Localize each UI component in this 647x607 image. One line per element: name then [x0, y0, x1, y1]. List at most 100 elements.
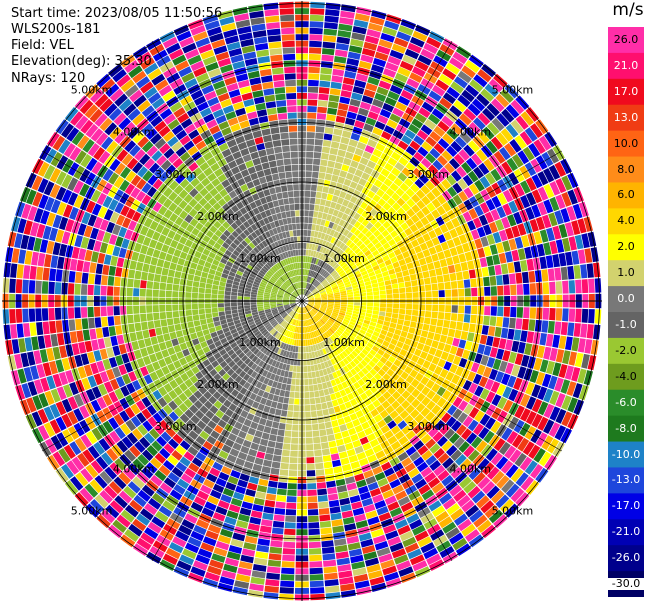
velocity-gate — [169, 262, 177, 271]
velocity-gate — [473, 74, 488, 88]
velocity-gate — [370, 184, 379, 194]
velocity-gate — [244, 293, 251, 297]
velocity-gate — [505, 483, 520, 498]
velocity-gate — [304, 190, 311, 197]
velocity-gate — [567, 397, 578, 413]
velocity-gate — [336, 557, 351, 566]
velocity-gate — [82, 261, 91, 273]
velocity-gate — [365, 35, 380, 45]
velocity-gate — [347, 201, 355, 210]
velocity-gate — [390, 364, 399, 372]
velocity-gate — [68, 319, 76, 332]
velocity-gate — [514, 236, 524, 249]
velocity-gate — [422, 249, 431, 258]
velocity-gate — [456, 424, 467, 436]
velocity-gate — [426, 389, 436, 400]
velocity-gate — [539, 256, 547, 269]
velocity-gate — [404, 129, 416, 140]
velocity-gate — [272, 394, 279, 402]
velocity-gate — [323, 415, 331, 423]
velocity-gate — [373, 306, 380, 311]
velocity-gate — [519, 456, 533, 471]
velocity-gate — [345, 239, 353, 247]
velocity-gate — [338, 314, 345, 319]
velocity-gate — [354, 247, 361, 255]
velocity-gate — [511, 434, 524, 448]
velocity-gate — [327, 337, 334, 344]
velocity-gate — [321, 325, 327, 332]
velocity-gate — [328, 298, 334, 301]
velocity-gate — [275, 408, 282, 416]
velocity-gate — [515, 318, 523, 330]
velocity-gate — [353, 293, 360, 297]
velocity-gate — [331, 313, 338, 318]
velocity-gate — [520, 195, 531, 209]
velocity-gate — [281, 567, 295, 575]
velocity-gate — [421, 195, 431, 206]
velocity-gate — [566, 206, 577, 221]
velocity-gate — [253, 557, 268, 566]
velocity-gate — [218, 285, 225, 291]
velocity-gate — [431, 108, 445, 120]
velocity-gate — [305, 256, 308, 263]
velocity-gate — [454, 329, 462, 339]
velocity-gate — [150, 257, 159, 266]
velocity-gate — [352, 313, 359, 318]
velocity-gate — [263, 592, 279, 600]
velocity-gate — [349, 195, 358, 204]
velocity-gate — [311, 310, 316, 315]
velocity-gate — [458, 234, 468, 245]
velocity-gate — [429, 148, 441, 159]
velocity-gate — [539, 359, 549, 373]
velocity-gate — [379, 307, 386, 312]
velocity-gate — [398, 259, 406, 266]
velocity-gate — [455, 136, 467, 148]
velocity-gate — [339, 261, 347, 267]
velocity-gate — [393, 303, 400, 309]
velocity-gate — [463, 481, 477, 494]
velocity-gate — [358, 60, 372, 70]
velocity-gate — [327, 329, 333, 336]
velocity-gate — [446, 353, 455, 363]
velocity-gate — [369, 154, 380, 164]
velocity-gate — [491, 98, 505, 112]
velocity-gate — [567, 322, 575, 337]
velocity-gate — [354, 79, 367, 89]
velocity-gate — [577, 249, 586, 264]
velocity-gate — [139, 305, 146, 314]
velocity-gate — [305, 437, 313, 444]
velocity-gate — [286, 496, 297, 503]
velocity-gate — [326, 309, 333, 314]
velocity-gate — [316, 274, 322, 281]
velocity-gate — [339, 310, 346, 314]
velocity-gate — [336, 256, 342, 264]
velocity-gate — [335, 225, 342, 233]
velocity-gate — [421, 141, 433, 152]
velocity-gate — [541, 373, 552, 388]
velocity-gate — [361, 348, 369, 356]
velocity-gate — [327, 487, 338, 495]
velocity-gate — [339, 191, 347, 199]
velocity-gate — [461, 162, 472, 174]
velocity-gate — [399, 410, 410, 420]
velocity-gate — [231, 291, 238, 296]
velocity-gate — [342, 358, 350, 365]
velocity-gate — [468, 208, 478, 220]
velocity-gate — [49, 268, 57, 281]
velocity-gate — [405, 351, 414, 360]
velocity-gate — [430, 176, 441, 187]
velocity-gate — [346, 363, 354, 371]
velocity-gate — [395, 271, 403, 278]
velocity-gate — [322, 553, 336, 561]
velocity-gate — [462, 415, 474, 428]
velocity-gate — [252, 415, 261, 424]
velocity-gate — [422, 271, 430, 279]
velocity-gate — [309, 34, 323, 41]
velocity-gate — [397, 140, 409, 151]
velocity-gate — [439, 258, 448, 268]
velocity-gate — [412, 66, 426, 78]
velocity-gate — [253, 497, 265, 506]
velocity-gate — [484, 306, 491, 316]
velocity-gate — [531, 398, 543, 413]
velocity-gate — [166, 283, 173, 291]
